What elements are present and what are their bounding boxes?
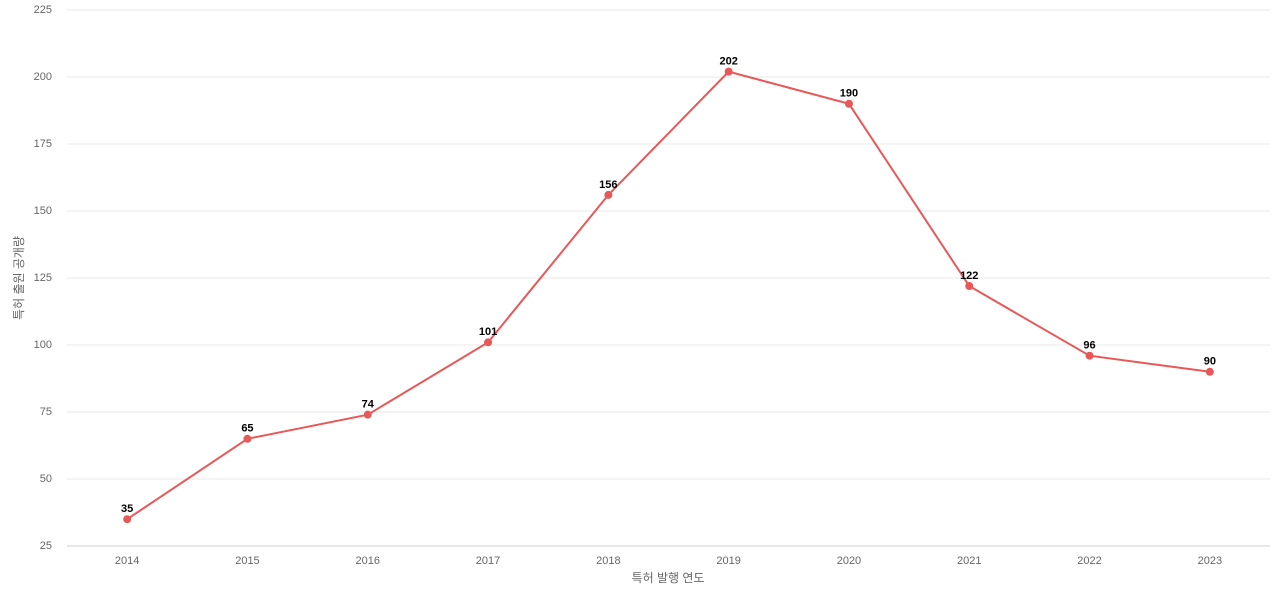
line (126, 70, 1210, 521)
x-tick-label: 2015 (235, 555, 259, 567)
point (724, 67, 733, 76)
point (844, 99, 853, 108)
x-axis-title: 특허 발행 연도 (632, 570, 705, 585)
y-tick-label: 150 (34, 205, 52, 217)
data-label: 190 (840, 88, 858, 100)
point (604, 190, 613, 199)
x-tick-label: 2018 (596, 555, 620, 567)
point (965, 282, 974, 291)
y-axis-title: 특허 출원 공개량 (12, 236, 26, 320)
x-tick-label: 2021 (957, 555, 981, 567)
y-tick-label: 200 (34, 71, 52, 83)
point (243, 434, 252, 443)
point (1085, 351, 1094, 360)
data-label: 74 (362, 399, 375, 411)
x-tick-label: 2019 (716, 555, 740, 567)
x-tick-label: 2022 (1077, 555, 1101, 567)
point (123, 515, 132, 524)
data-label: 202 (719, 56, 737, 68)
data-label: 156 (599, 179, 617, 191)
data-label: 90 (1204, 356, 1216, 368)
data-label: 101 (479, 326, 497, 338)
x-tick-label: 2020 (837, 555, 861, 567)
point (1205, 367, 1214, 376)
data-label: 96 (1083, 340, 1095, 352)
y-tick-label: 100 (34, 339, 52, 351)
data-label: 35 (121, 503, 133, 515)
x-tick-label: 2017 (476, 555, 500, 567)
y-tick-label: 75 (40, 406, 52, 418)
data-label: 65 (241, 423, 253, 435)
data-label: 122 (960, 270, 978, 282)
y-tick-label: 225 (34, 4, 52, 16)
point (484, 338, 493, 347)
y-tick-label: 50 (40, 473, 52, 485)
y-tick-label: 25 (40, 540, 52, 552)
y-tick-label: 125 (34, 272, 52, 284)
x-tick-label: 2023 (1198, 555, 1222, 567)
x-tick-label: 2014 (115, 555, 139, 567)
y-tick-label: 175 (34, 138, 52, 150)
point (363, 410, 372, 419)
x-tick-label: 2016 (356, 555, 380, 567)
